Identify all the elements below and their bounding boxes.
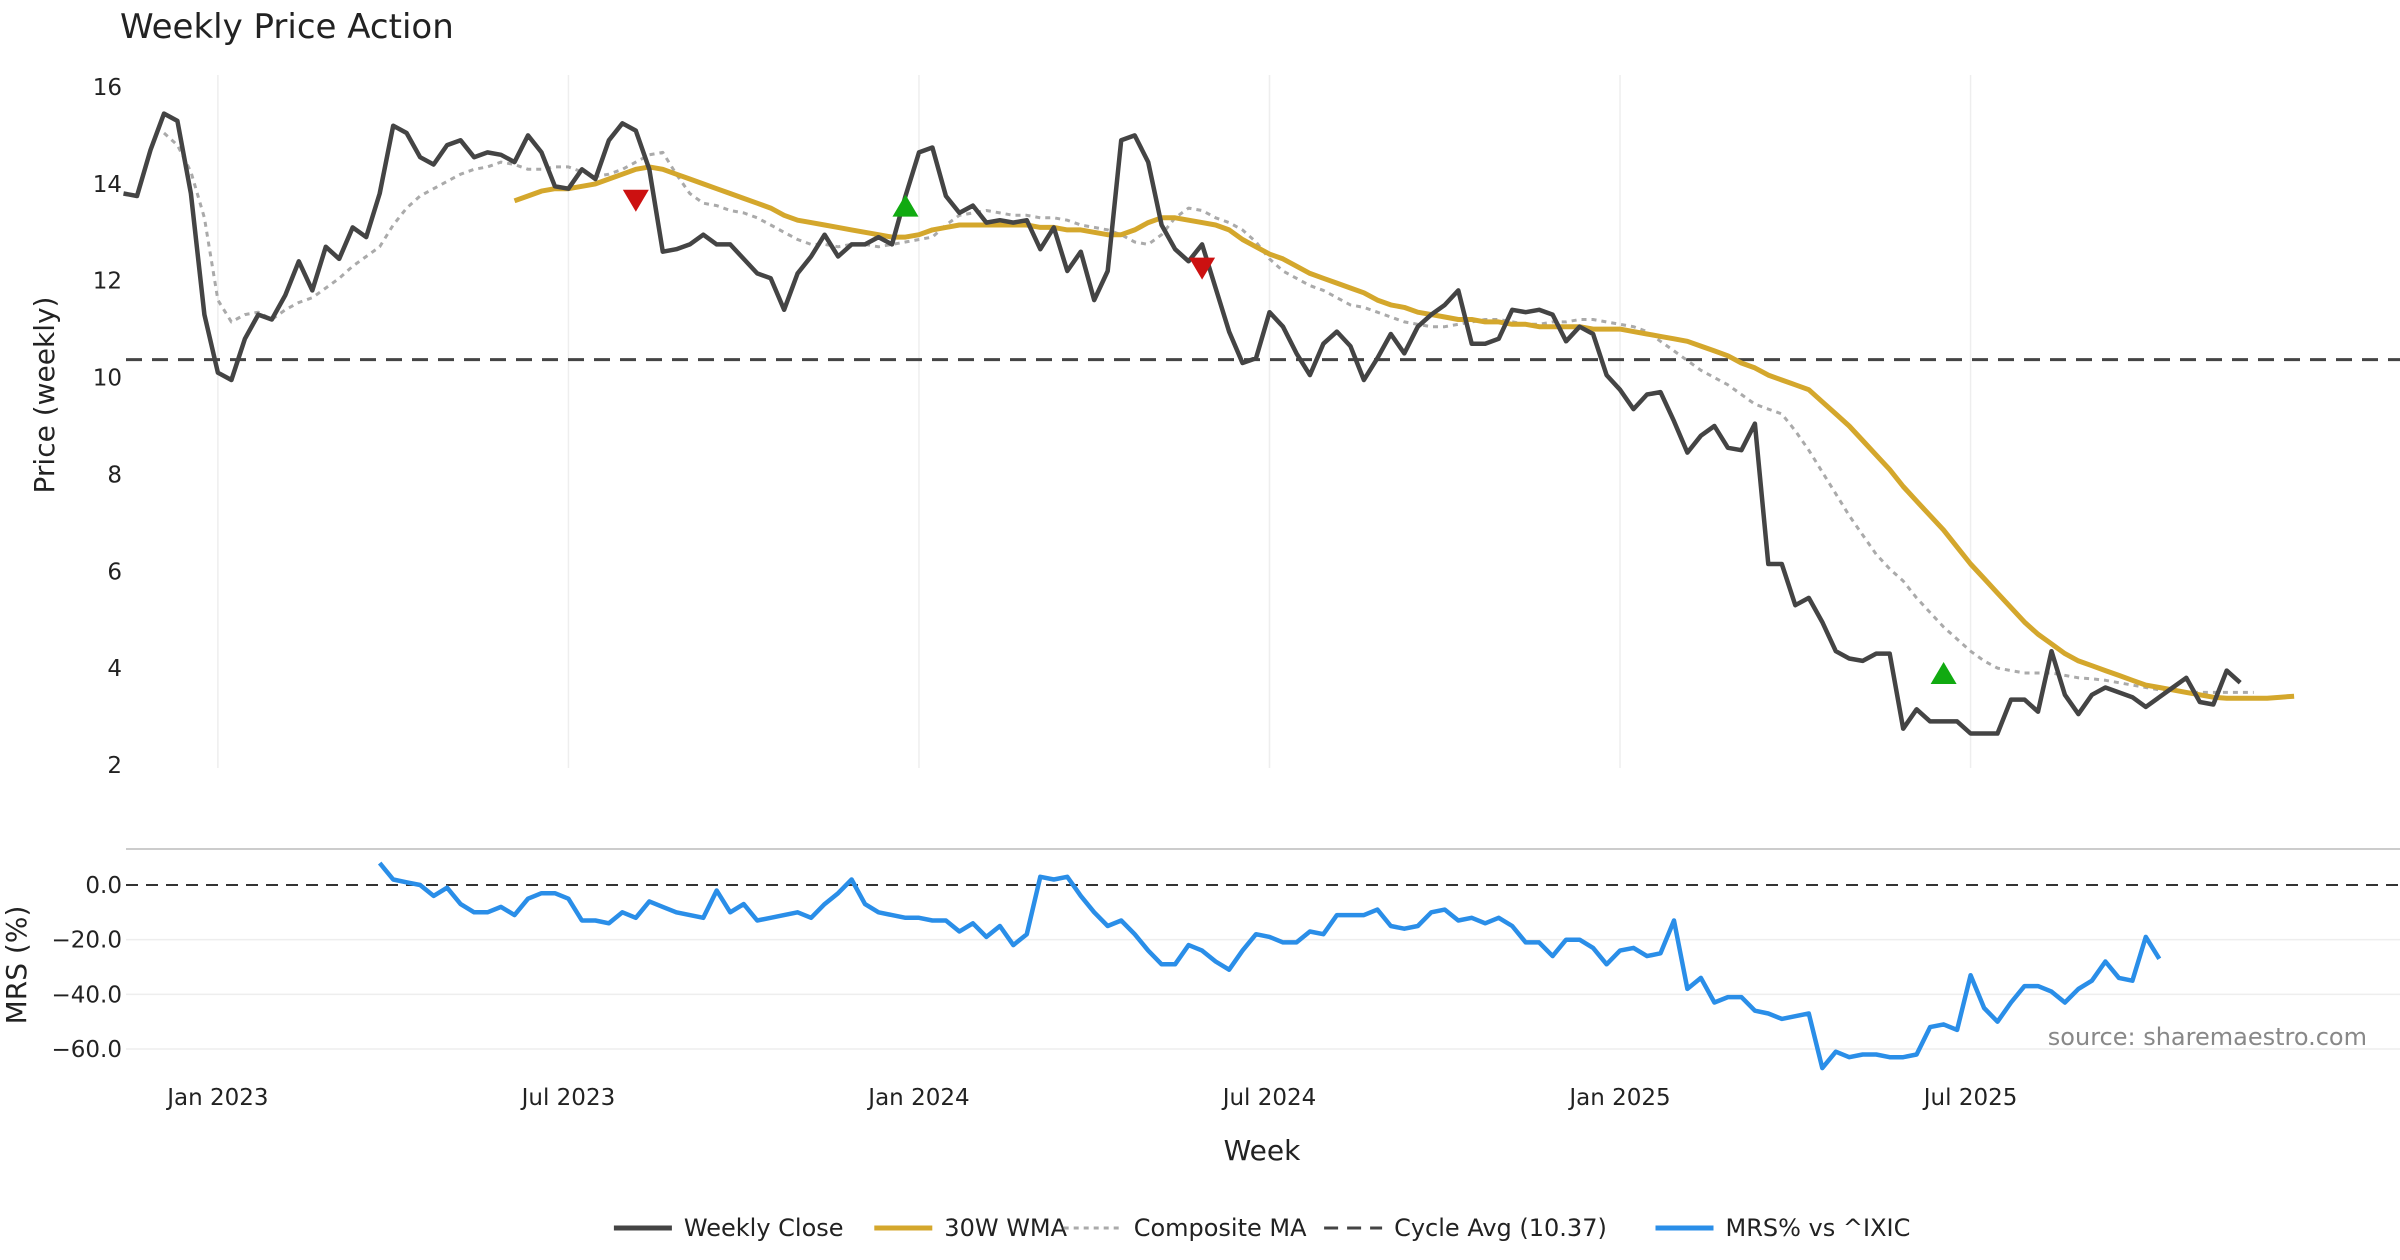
sell-signal-marker-2 xyxy=(1189,257,1216,280)
legend-item-30w-wma: 30W WMA xyxy=(874,1214,1068,1242)
x-tick-jan-2024: Jan 2024 xyxy=(866,1085,969,1111)
price-y-tick-12: 12 xyxy=(93,269,122,295)
mrs-y-axis-label: MRS (%) xyxy=(0,906,33,1025)
legend-label-30w-wma: 30W WMA xyxy=(944,1214,1067,1242)
price-y-tick-10: 10 xyxy=(93,366,122,392)
mrs-y-tick-3: −60.0 xyxy=(52,1037,122,1063)
buy-signal-marker-3 xyxy=(1930,661,1957,684)
price-y-ticks: 2 4 6 8 10 12 14 16 xyxy=(93,75,122,779)
price-gridlines xyxy=(217,75,1972,768)
source-label: source: sharemaestro.com xyxy=(2048,1023,2367,1051)
legend: Weekly Close 30W WMA Composite MA Cycle Avg… xyxy=(613,1214,1911,1242)
series-mrs-vs-ixic xyxy=(377,861,2162,1071)
chart-title: Weekly Price Action xyxy=(120,7,454,47)
mrs-y-ticks: 0.0 −20.0 −40.0 −60.0 xyxy=(52,873,122,1063)
legend-item-cycle-avg-10-37: Cycle Avg (10.37) xyxy=(1324,1214,1607,1242)
price-y-tick-14: 14 xyxy=(93,172,122,198)
legend-label-composite-ma: Composite MA xyxy=(1134,1214,1307,1242)
x-axis-label: Week xyxy=(1224,1134,1301,1167)
x-tick-jul-2024: Jul 2024 xyxy=(1221,1085,1317,1111)
mrs-y-tick-0: 0.0 xyxy=(85,873,122,899)
price-y-tick-6: 6 xyxy=(107,559,122,585)
legend-item-composite-ma: Composite MA xyxy=(1063,1214,1307,1242)
price-y-tick-16: 16 xyxy=(93,75,122,101)
x-tick-jul-2023: Jul 2023 xyxy=(520,1085,616,1111)
legend-item-weekly-close: Weekly Close xyxy=(613,1214,844,1242)
mrs-y-tick-2: −40.0 xyxy=(52,982,122,1008)
legend-item-mrs-vs-ixic: MRS% vs ^IXIC xyxy=(1655,1214,1911,1242)
mrs-gridlines xyxy=(126,884,2400,1050)
series-30w-wma xyxy=(513,164,2295,701)
buy-signal-marker-1 xyxy=(892,194,919,217)
mrs-series xyxy=(377,861,2162,1071)
series-composite-ma xyxy=(162,131,2254,694)
price-y-tick-8: 8 xyxy=(107,462,122,488)
price-series xyxy=(123,111,2400,736)
price-y-axis-label: Price (weekly) xyxy=(28,297,61,494)
price-y-tick-4: 4 xyxy=(107,656,122,682)
signal-markers xyxy=(622,189,1957,684)
legend-label-cycle-avg-10-37: Cycle Avg (10.37) xyxy=(1394,1214,1607,1242)
x-tick-jan-2025: Jan 2025 xyxy=(1567,1085,1670,1111)
mrs-y-tick-1: −20.0 xyxy=(52,928,122,954)
x-axis-ticks: Jan 2023 Jul 2023 Jan 2024 Jul 2024 Jan 2025… xyxy=(165,1085,2017,1111)
x-tick-jan-2023: Jan 2023 xyxy=(165,1085,268,1111)
x-tick-jul-2025: Jul 2025 xyxy=(1922,1085,2018,1111)
legend-label-weekly-close: Weekly Close xyxy=(684,1214,844,1242)
series-weekly-close xyxy=(123,111,2242,736)
legend-label-mrs-vs-ixic: MRS% vs ^IXIC xyxy=(1726,1214,1911,1242)
price-y-tick-2: 2 xyxy=(107,753,122,779)
sell-signal-marker-0 xyxy=(622,189,649,212)
